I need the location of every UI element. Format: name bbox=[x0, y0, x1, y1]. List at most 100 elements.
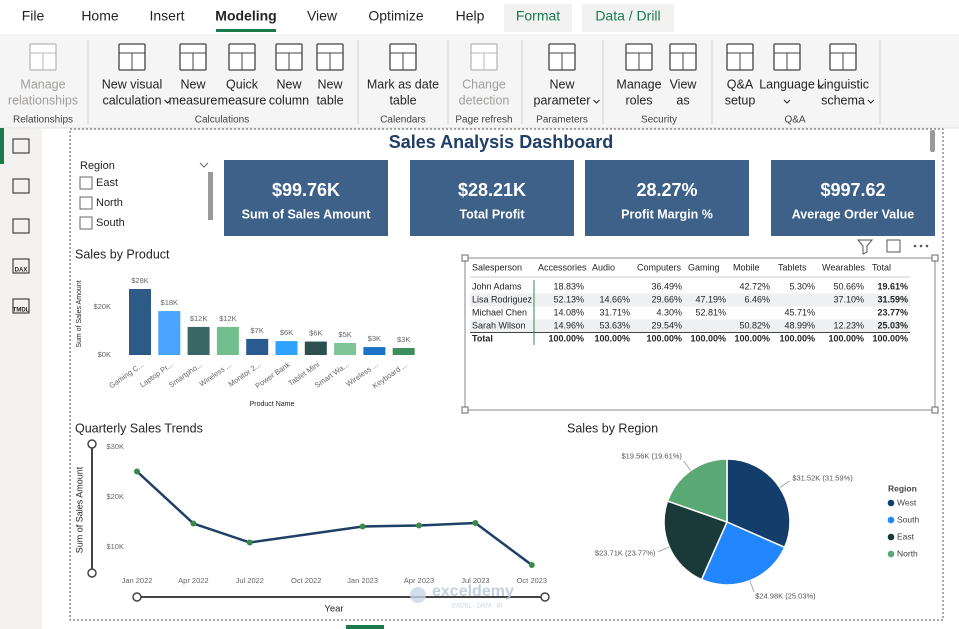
kpi-value: $997.62 bbox=[820, 180, 885, 200]
button-label[interactable]: Language bbox=[759, 77, 815, 91]
pie-slice bbox=[726, 458, 791, 549]
x-axis-title: Year bbox=[324, 604, 343, 615]
view-icon-label: DAX bbox=[15, 268, 28, 274]
button-label[interactable]: measure bbox=[169, 93, 218, 107]
y-tick-label: $20K bbox=[93, 302, 111, 311]
button-label[interactable]: as bbox=[676, 93, 689, 107]
button-label[interactable]: column bbox=[269, 93, 309, 107]
view-icon[interactable] bbox=[12, 258, 30, 274]
filter-icon[interactable] bbox=[856, 239, 874, 255]
dropdown-chevron bbox=[783, 99, 791, 104]
table-header: Total bbox=[872, 262, 891, 272]
pie-slice bbox=[700, 521, 786, 586]
button-label[interactable]: New bbox=[180, 77, 206, 91]
view-icon[interactable] bbox=[12, 178, 30, 194]
table-row-stripe bbox=[470, 293, 910, 307]
view-icon-label: TMDL bbox=[13, 308, 30, 314]
table-cell: 52.81% bbox=[695, 307, 726, 317]
leader-line bbox=[779, 480, 791, 488]
kpi-card bbox=[410, 160, 574, 236]
button-label[interactable]: schema bbox=[821, 93, 865, 107]
y-tick-label: $20K bbox=[106, 492, 124, 501]
ribbon-tab[interactable]: Home bbox=[81, 8, 119, 24]
button-label[interactable]: New bbox=[276, 77, 302, 91]
legend-label: South bbox=[897, 514, 919, 524]
value-label: $6K bbox=[309, 329, 322, 338]
table-cell: 14.08% bbox=[553, 307, 584, 317]
button-label[interactable]: New bbox=[317, 77, 343, 91]
dropdown-chevron bbox=[817, 83, 825, 88]
view-icon[interactable] bbox=[12, 218, 30, 234]
slicer-checkbox[interactable] bbox=[79, 196, 93, 210]
button-label: Change bbox=[462, 77, 506, 91]
button-label[interactable]: table bbox=[389, 93, 416, 107]
ribbon-tab[interactable]: Optimize bbox=[368, 8, 423, 24]
ribbon-tab[interactable]: Format bbox=[516, 8, 560, 24]
table-header: Computers bbox=[637, 262, 682, 272]
button-label[interactable]: View bbox=[670, 77, 698, 91]
button-label[interactable]: Mark as date bbox=[367, 77, 439, 91]
bar bbox=[392, 348, 415, 355]
ribbon-group-label: Calendars bbox=[380, 115, 426, 126]
table-cell: Lisa Rodriguez bbox=[472, 294, 533, 304]
zoom-handle[interactable] bbox=[87, 439, 97, 449]
button-label[interactable]: roles bbox=[625, 93, 652, 107]
ribbon-tab[interactable]: Help bbox=[456, 8, 485, 24]
bar bbox=[275, 341, 298, 355]
button-label[interactable]: table bbox=[316, 93, 343, 107]
ribbon-tab[interactable]: File bbox=[22, 8, 45, 24]
more-options-dot[interactable] bbox=[919, 244, 923, 248]
slicer-checkbox[interactable] bbox=[79, 176, 93, 190]
more-options-dot[interactable] bbox=[925, 244, 929, 248]
x-tick-label: Jan 2022 bbox=[122, 576, 153, 585]
view-icon[interactable] bbox=[12, 298, 30, 314]
button-label[interactable]: Manage bbox=[616, 77, 661, 91]
more-options-dot[interactable] bbox=[913, 244, 917, 248]
table-cell: 14.96% bbox=[553, 320, 584, 330]
line-point bbox=[528, 562, 535, 568]
slicer-title: Region bbox=[80, 160, 115, 172]
zoom-handle[interactable] bbox=[132, 592, 142, 602]
legend-swatch bbox=[887, 499, 895, 507]
table-cell: 12.23% bbox=[833, 320, 864, 330]
button-label[interactable]: Q&A bbox=[727, 77, 754, 91]
button-label[interactable]: setup bbox=[725, 93, 756, 107]
zoom-handle[interactable] bbox=[87, 568, 97, 578]
button-label[interactable]: New visual bbox=[102, 77, 162, 91]
bar bbox=[246, 338, 269, 355]
zoom-handle[interactable] bbox=[540, 592, 550, 602]
table-cell: 100.00% bbox=[734, 333, 770, 343]
ribbon-tab[interactable]: Data / Drill bbox=[595, 8, 660, 24]
slicer-item: North bbox=[96, 197, 123, 209]
button-label[interactable]: New bbox=[549, 77, 575, 91]
button-label[interactable]: measure bbox=[218, 93, 267, 107]
data-label: $31.52K (31.59%) bbox=[792, 473, 853, 482]
button-label[interactable]: Linguistic bbox=[817, 77, 869, 91]
table-cell: 18.83% bbox=[553, 281, 584, 291]
value-label: $6K bbox=[280, 328, 293, 337]
button-label[interactable]: parameter bbox=[534, 93, 591, 107]
kpi-card bbox=[585, 160, 749, 236]
value-label: $3K bbox=[397, 335, 410, 344]
slicer-checkbox[interactable] bbox=[79, 216, 93, 230]
ribbon-tab[interactable]: Modeling bbox=[215, 8, 276, 24]
table-cell: 23.77% bbox=[877, 307, 908, 317]
view-icon[interactable] bbox=[12, 138, 30, 154]
button-label[interactable]: calculation bbox=[102, 93, 161, 107]
table-cell: Total bbox=[472, 333, 493, 343]
bar bbox=[363, 347, 386, 355]
leader-line bbox=[683, 460, 692, 471]
dropdown-chevron bbox=[593, 99, 600, 104]
ribbon-group-label: Relationships bbox=[13, 115, 73, 126]
table-cell: 53.63% bbox=[599, 320, 630, 330]
kpi-value: $99.76K bbox=[272, 180, 340, 200]
table-header: Audio bbox=[592, 262, 615, 272]
x-tick-label: Jul 2022 bbox=[236, 576, 264, 585]
table-cell: 45.71% bbox=[784, 307, 815, 317]
ribbon-tab[interactable]: Insert bbox=[149, 8, 184, 24]
focus-icon[interactable] bbox=[886, 239, 901, 253]
legend-swatch bbox=[887, 533, 895, 541]
ribbon-tab[interactable]: View bbox=[307, 8, 338, 24]
button-label[interactable]: Quick bbox=[226, 77, 259, 91]
